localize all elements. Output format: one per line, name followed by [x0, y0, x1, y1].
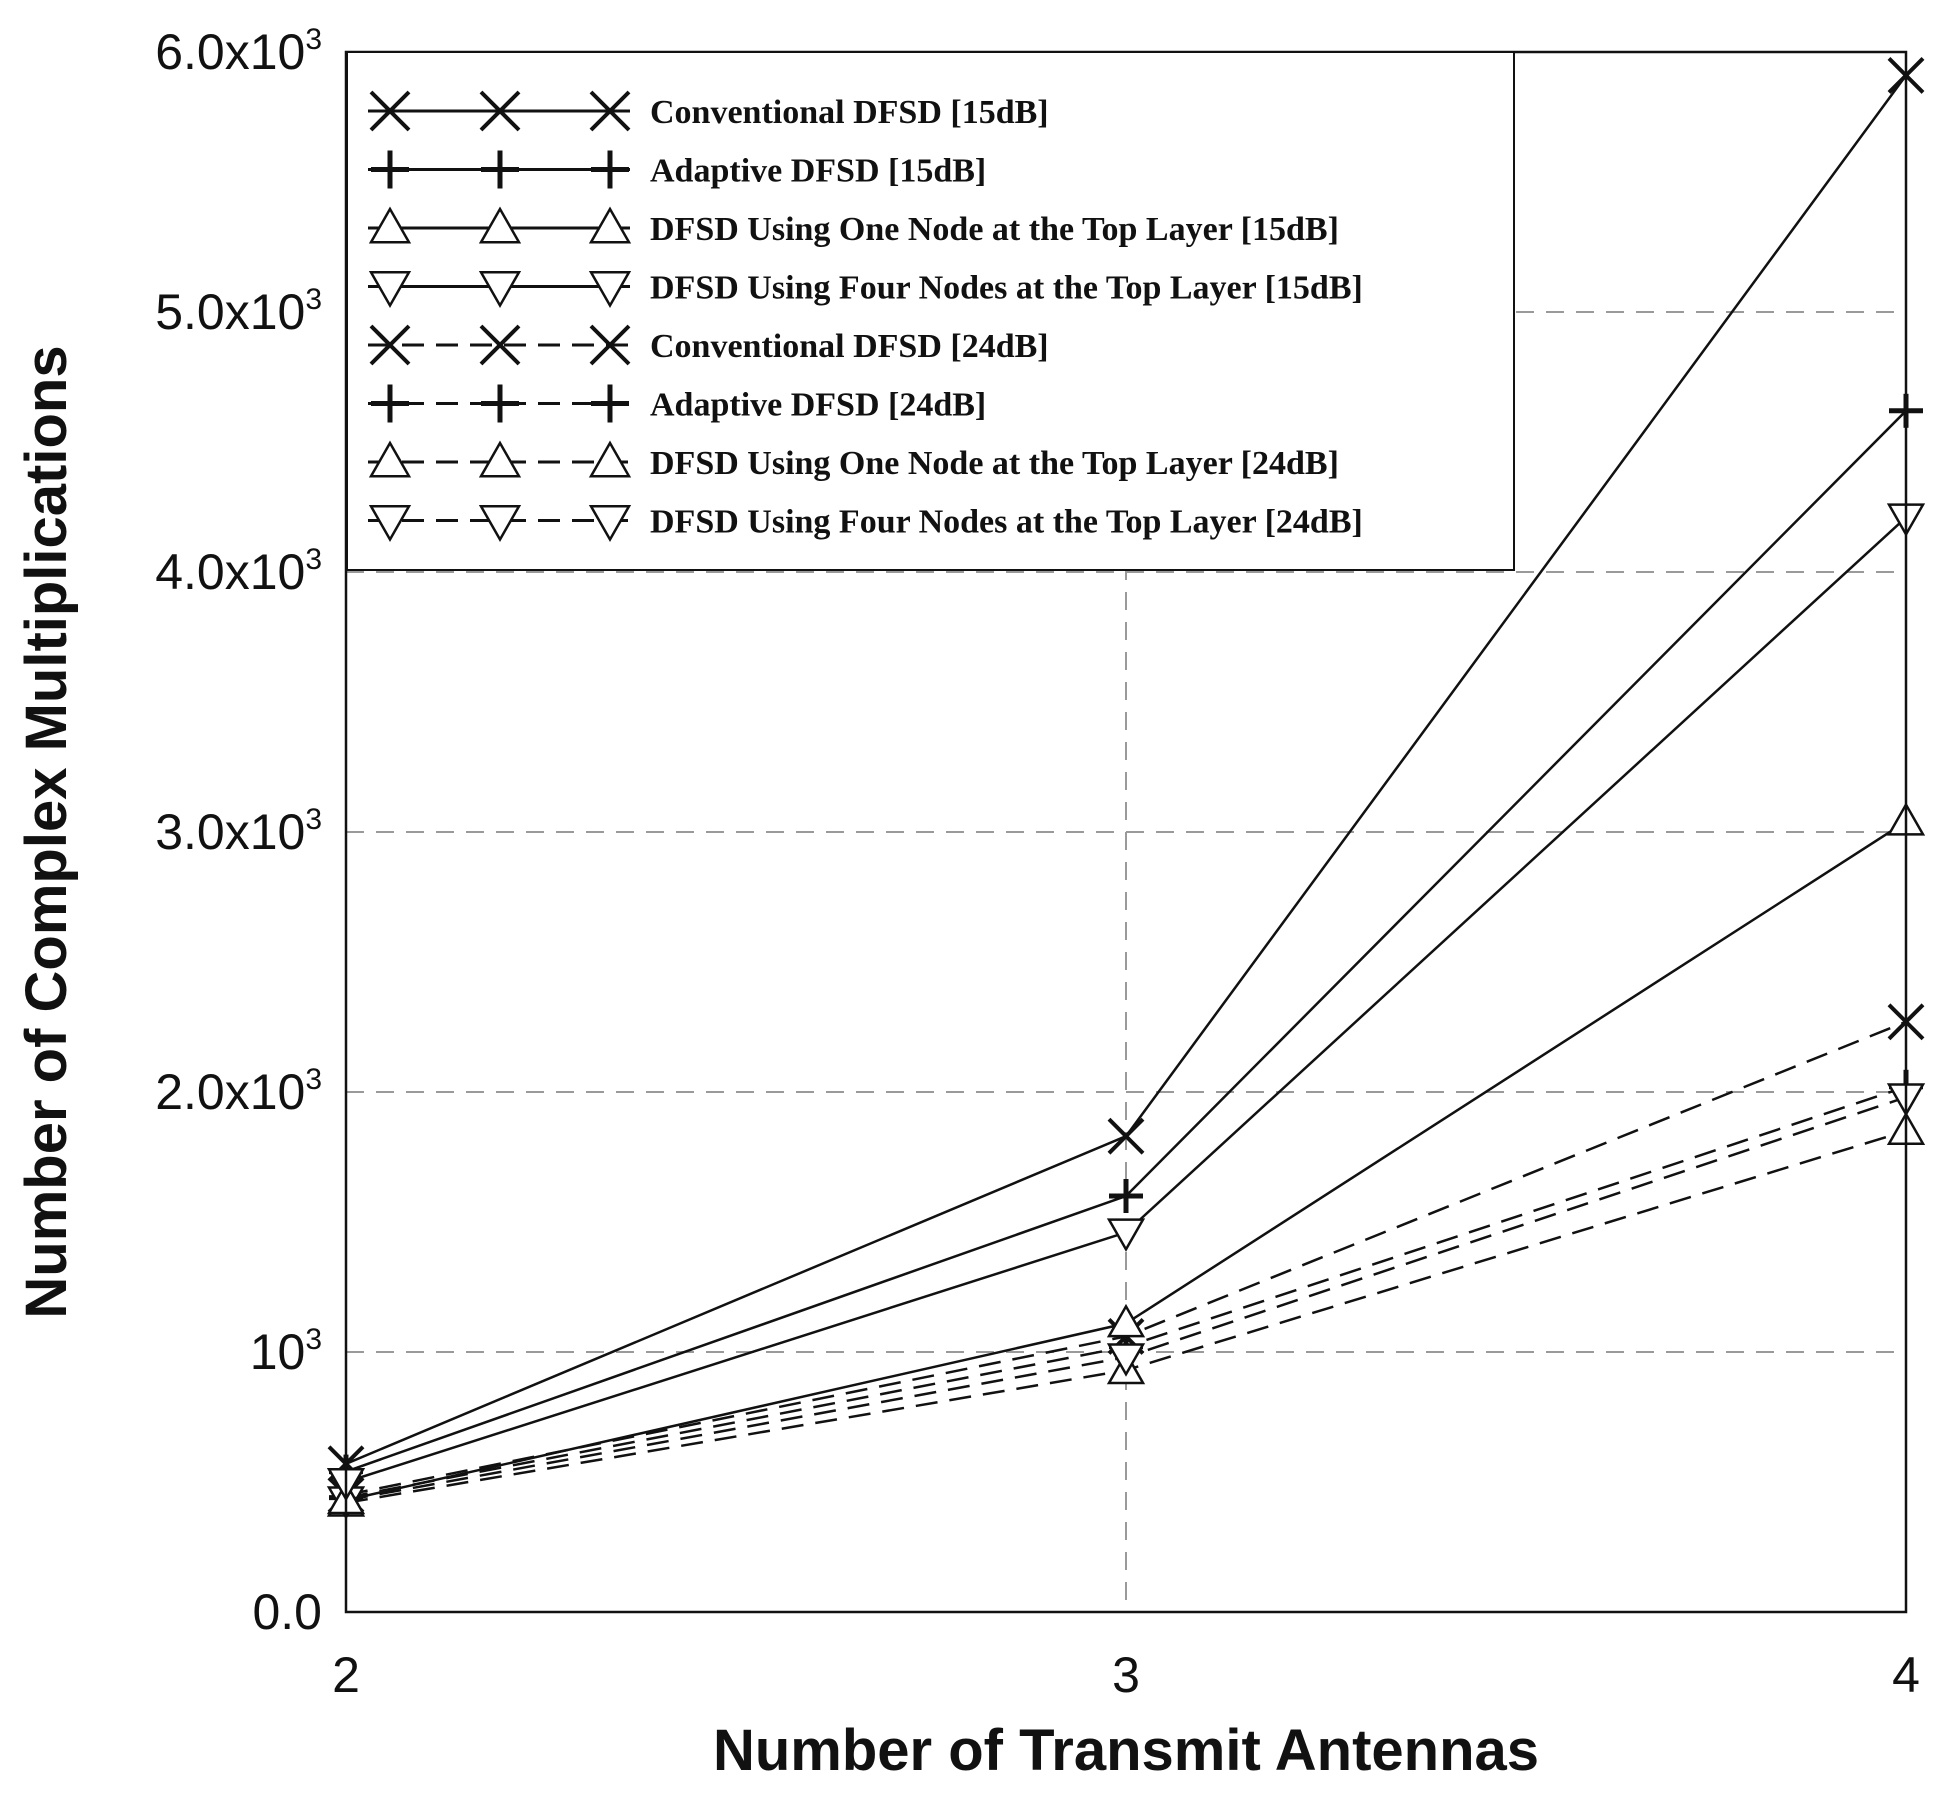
legend-marker: [478, 271, 522, 309]
legend-label: Adaptive DFSD [24dB]: [650, 387, 986, 424]
y-tick-label: 2.0x103: [155, 1063, 322, 1120]
legend-marker: [478, 505, 522, 543]
legend-label: DFSD Using Four Nodes at the Top Layer […: [650, 504, 1363, 541]
x-tick-label: 3: [1112, 1647, 1140, 1703]
legend-label: Conventional DFSD [24dB]: [650, 328, 1049, 365]
data-point: [1107, 1117, 1145, 1155]
legend-marker: [481, 150, 519, 189]
legend-entry: DFSD Using Four Nodes at the Top Layer […: [368, 504, 1363, 543]
y-tick-label: 103: [250, 1323, 322, 1380]
legend-marker: [368, 206, 412, 244]
legend-entry: Conventional DFSD [15dB]: [368, 90, 1049, 132]
legend-entry: DFSD Using One Node at the Top Layer [24…: [368, 440, 1339, 482]
tick-labels: 0.0 103 2.0x103 3.0x103 4.0x103 5.0x103 6.0x10…: [155, 23, 1920, 1703]
legend-marker: [371, 384, 409, 423]
y-tick-label: 3.0x103: [155, 803, 322, 860]
legend-label: Conventional DFSD [15dB]: [650, 94, 1049, 131]
y-tick-label: 4.0x103: [155, 543, 322, 600]
legend-marker: [591, 150, 629, 189]
legend-marker: [588, 271, 632, 309]
legend: Conventional DFSD [15dB] Adaptive DFSD [1…: [346, 51, 1515, 571]
legend-entry: Adaptive DFSD [24dB]: [368, 384, 986, 424]
legend-marker: [589, 90, 631, 132]
legend-entry: Conventional DFSD [24dB]: [368, 324, 1049, 366]
x-axis-title: Number of Transmit Antennas: [713, 1718, 1539, 1783]
legend-marker: [589, 324, 631, 366]
legend-marker: [479, 324, 521, 366]
legend-marker: [368, 505, 412, 543]
legend-box: [346, 51, 1515, 571]
legend-marker: [481, 384, 519, 423]
legend-marker: [478, 440, 522, 478]
legend-entry: DFSD Using One Node at the Top Layer [15…: [368, 206, 1339, 248]
y-tick-label: 5.0x103: [155, 283, 322, 340]
y-tick-label: 0.0: [252, 1584, 322, 1640]
legend-marker: [368, 271, 412, 309]
data-point: [1106, 1343, 1146, 1377]
data-point: [1106, 1303, 1146, 1338]
legend-label: DFSD Using One Node at the Top Layer [15…: [650, 211, 1339, 248]
x-tick-label: 2: [332, 1647, 360, 1703]
legend-marker: [368, 440, 412, 478]
legend-marker: [479, 90, 521, 132]
y-tick-label: 6.0x103: [155, 23, 322, 80]
legend-marker: [478, 206, 522, 244]
legend-marker: [371, 150, 409, 189]
legend-label: Adaptive DFSD [15dB]: [650, 153, 986, 190]
legend-marker: [591, 384, 629, 423]
data-point: [1106, 1218, 1146, 1252]
data-point: [1109, 1179, 1143, 1213]
legend-label: DFSD Using One Node at the Top Layer [24…: [650, 445, 1339, 482]
legend-label: DFSD Using Four Nodes at the Top Layer […: [650, 270, 1363, 307]
legend-marker: [369, 90, 411, 132]
y-axis-title: Number of Complex Multiplications: [14, 345, 79, 1318]
legend-marker: [588, 206, 632, 244]
legend-marker: [588, 440, 632, 478]
x-tick-label: 4: [1892, 1647, 1920, 1703]
legend-marker: [369, 324, 411, 366]
legend-entry: DFSD Using Four Nodes at the Top Layer […: [368, 270, 1363, 309]
legend-entry: Adaptive DFSD [15dB]: [368, 150, 986, 190]
legend-marker: [588, 505, 632, 543]
